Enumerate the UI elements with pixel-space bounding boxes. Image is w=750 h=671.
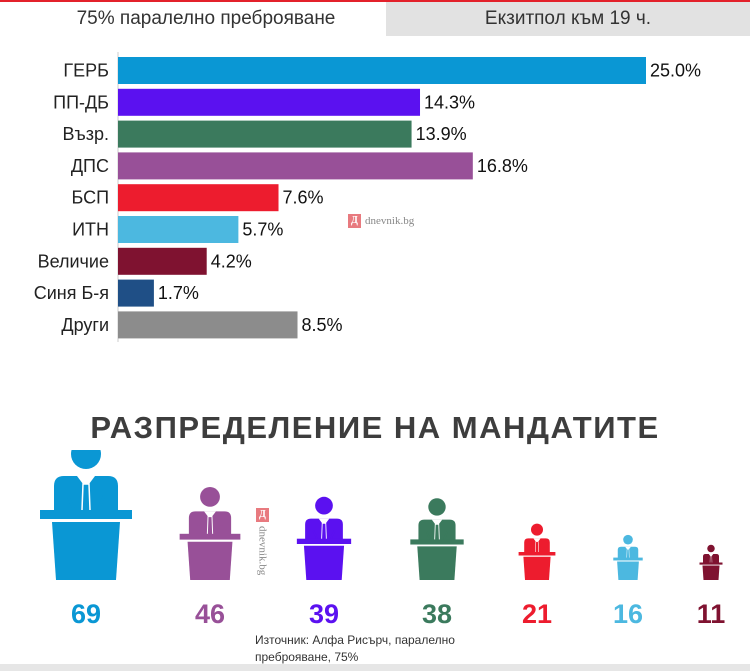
watermark-logo-icon: Д bbox=[256, 508, 269, 522]
bar-value-label: 4.2% bbox=[211, 251, 252, 271]
results-bar-chart: ГЕРБ 25.0% ПП-ДБ 14.3% Възр. 13.9% ДПС 16.8% БСП… bbox=[34, 52, 701, 342]
bar-category-label: Други bbox=[61, 315, 109, 335]
bar-value-label: 16.8% bbox=[477, 156, 528, 176]
bar-category-label: ГЕРБ bbox=[63, 61, 109, 81]
tab-exit-poll[interactable]: Екзитпол към 19 ч. bbox=[386, 2, 750, 36]
bar-category-label: ПП-ДБ bbox=[53, 92, 109, 112]
bar bbox=[118, 184, 279, 212]
seats-title: РАЗПРЕДЕЛЕНИЕ НА МАНДАТИТЕ bbox=[90, 410, 660, 445]
top-accent-line bbox=[0, 0, 750, 2]
bar bbox=[118, 152, 473, 180]
footer-bar bbox=[0, 664, 750, 671]
view-tabs: 75% паралелно преброяване Екзитпол към 1… bbox=[0, 2, 750, 36]
watermark-text: dnevnik.bg bbox=[256, 526, 269, 576]
watermark-logo-icon: Д bbox=[348, 214, 361, 228]
speaker-figure-icon bbox=[613, 534, 643, 580]
bar bbox=[118, 88, 421, 116]
bar bbox=[118, 279, 154, 307]
bar-category-label: БСП bbox=[71, 188, 109, 208]
bar-category-label: Възр. bbox=[62, 124, 109, 144]
seat-count: 38 bbox=[422, 599, 452, 629]
watermark: Д dnevnik.bg bbox=[348, 214, 414, 228]
bar-category-label: Величие bbox=[38, 251, 109, 271]
speaker-figure-icon bbox=[410, 498, 464, 580]
bar-category-label: Синя Б-я bbox=[34, 283, 109, 303]
speaker-figure-icon bbox=[296, 496, 352, 580]
seat-count: 46 bbox=[195, 599, 225, 629]
seat-count: 39 bbox=[309, 599, 339, 629]
bar-value-label: 25.0% bbox=[650, 61, 701, 81]
seat-count: 11 bbox=[697, 599, 726, 629]
tab-parallel-count[interactable]: 75% паралелно преброяване bbox=[46, 2, 366, 36]
source-note: Източник: Алфа Рисърч, паралелно преброя… bbox=[255, 633, 455, 664]
bar-value-label: 7.6% bbox=[283, 188, 324, 208]
seat-distribution: 69 46 39 38 21 16 11 bbox=[40, 450, 726, 629]
bar bbox=[118, 247, 207, 275]
bar-value-label: 8.5% bbox=[302, 315, 343, 335]
speaker-figure-icon bbox=[40, 450, 132, 580]
watermark-text: dnevnik.bg bbox=[365, 215, 415, 227]
bar-category-label: ИТН bbox=[72, 220, 109, 240]
bar-value-label: 1.7% bbox=[158, 283, 199, 303]
bar-value-label: 14.3% bbox=[424, 92, 475, 112]
bar-category-label: ДПС bbox=[71, 156, 109, 176]
seat-count: 16 bbox=[613, 599, 643, 629]
speaker-figure-icon bbox=[699, 544, 723, 580]
bar-value-label: 13.9% bbox=[416, 124, 467, 144]
speaker-figure-icon bbox=[518, 523, 556, 580]
bar bbox=[118, 216, 239, 243]
seat-count: 21 bbox=[522, 599, 552, 629]
watermark-vertical: Д dnevnik.bg bbox=[256, 508, 269, 575]
bar bbox=[118, 311, 298, 339]
seat-count: 69 bbox=[71, 599, 101, 629]
speaker-figure-icon bbox=[179, 486, 241, 580]
bar bbox=[118, 120, 412, 148]
bar bbox=[118, 57, 646, 84]
bar-value-label: 5.7% bbox=[242, 220, 283, 240]
